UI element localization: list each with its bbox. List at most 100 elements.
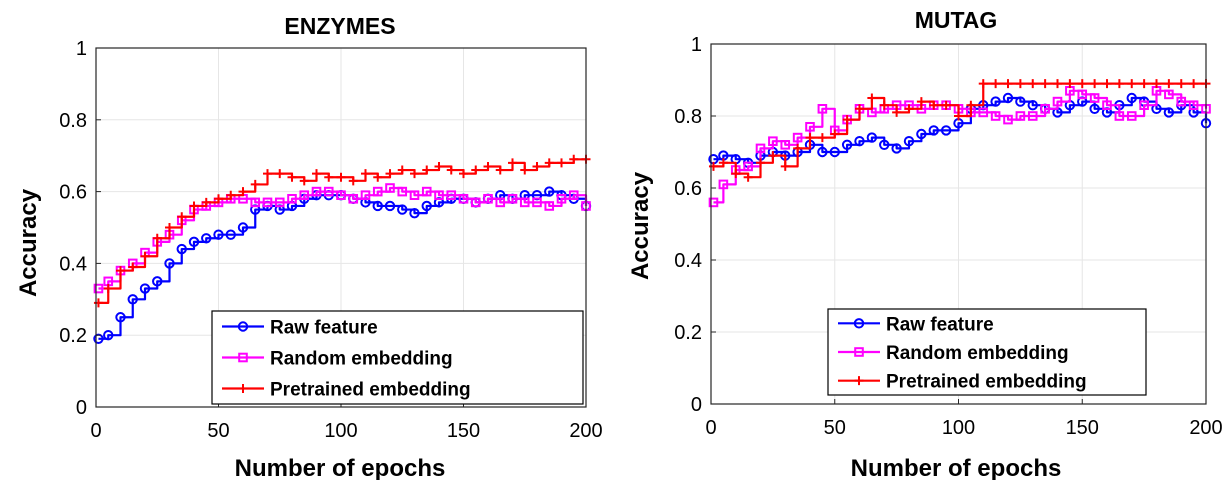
data-point: [446, 165, 456, 175]
data-point: [177, 212, 187, 222]
data-point: [139, 283, 151, 294]
data-point: [557, 158, 566, 168]
data-point: [237, 222, 249, 233]
data-point: [867, 93, 877, 103]
data-point: [336, 172, 346, 182]
legend-marker: [238, 352, 248, 363]
y-tick-label: 0.6: [674, 178, 702, 200]
y-tick-label: 0.4: [674, 250, 702, 272]
data-point: [1114, 111, 1125, 121]
data-point: [940, 125, 952, 136]
series-line: [713, 89, 1208, 204]
chart-title: MUTAG: [915, 7, 998, 33]
data-point: [805, 122, 815, 132]
data-point: [140, 251, 150, 261]
x-tick-label: 50: [824, 417, 846, 439]
data-point: [312, 169, 321, 179]
x-axis-label: Number of epochs: [235, 455, 446, 480]
legend-label: Pretrained embedding: [270, 380, 471, 401]
data-point: [743, 172, 753, 182]
data-point: [990, 111, 1001, 121]
y-axis-label: Accuracy: [627, 171, 654, 280]
data-point: [152, 233, 162, 243]
data-point: [103, 284, 113, 294]
data-point: [1114, 79, 1124, 89]
data-point: [929, 100, 939, 110]
data-point: [1126, 111, 1137, 121]
data-point: [176, 243, 187, 255]
data-point: [755, 143, 766, 154]
data-point: [361, 169, 370, 179]
data-point: [128, 262, 138, 272]
data-point: [458, 193, 469, 204]
data-point: [483, 193, 493, 204]
y-tick-label: 0.4: [59, 253, 87, 275]
series-pretrained-embedding: [93, 154, 591, 308]
data-point: [201, 197, 211, 207]
data-point: [1028, 79, 1038, 89]
data-point: [226, 190, 236, 200]
data-point: [1090, 79, 1100, 89]
data-point: [978, 107, 989, 118]
data-point: [941, 100, 951, 110]
data-point: [1003, 79, 1013, 89]
data-point: [1163, 107, 1175, 118]
x-tick-label: 0: [90, 420, 101, 442]
data-point: [780, 140, 791, 150]
legend: Raw feature Random embedding Pretrained em…: [827, 308, 1147, 396]
data-point: [262, 197, 273, 208]
data-point: [1040, 79, 1050, 89]
data-point: [470, 197, 481, 208]
data-point: [532, 197, 542, 208]
y-tick-label: 0.8: [674, 106, 702, 128]
data-point: [1176, 96, 1187, 107]
data-point: [495, 165, 505, 175]
data-point: [250, 197, 261, 208]
data-point: [93, 333, 104, 344]
data-point: [718, 158, 728, 168]
data-point: [1027, 100, 1038, 111]
data-point: [373, 172, 383, 182]
data-point: [299, 190, 310, 200]
data-point: [768, 136, 778, 146]
data-point: [817, 104, 828, 114]
legend-box: [827, 308, 1147, 396]
y-tick-label: 0.6: [59, 182, 87, 204]
data-point: [372, 186, 383, 197]
data-point: [274, 197, 285, 208]
data-point: [544, 158, 554, 168]
data-point: [1139, 79, 1149, 89]
data-point: [397, 204, 408, 215]
chart-enzymes: ENZYMES Number of epochs Accuracy 0 50 100…: [15, 13, 603, 480]
y-tick-label: 0.2: [674, 322, 702, 344]
data-point: [507, 193, 518, 204]
data-point: [544, 201, 555, 211]
data-point: [165, 223, 174, 232]
data-point: [966, 100, 976, 110]
data-point: [879, 139, 890, 151]
data-point: [495, 197, 506, 208]
data-point: [892, 107, 902, 117]
data-point: [213, 229, 224, 240]
data-point: [287, 172, 297, 182]
data-point: [990, 96, 1001, 107]
data-point: [372, 200, 383, 212]
data-point: [446, 190, 457, 200]
data-point: [793, 143, 803, 153]
legend-box: [211, 310, 584, 405]
data-point: [1189, 79, 1199, 89]
x-tick-label: 100: [942, 417, 975, 439]
legend-label: Pretrained embedding: [886, 372, 1087, 393]
data-point: [410, 169, 419, 179]
y-tick-label: 0: [76, 397, 87, 419]
data-point: [434, 161, 444, 171]
x-tick-label: 50: [207, 420, 229, 442]
data-point: [928, 125, 939, 136]
data-point: [1126, 92, 1137, 104]
data-point: [756, 158, 765, 168]
data-point: [164, 258, 175, 269]
data-point: [842, 115, 852, 125]
data-point: [731, 169, 741, 179]
data-point: [459, 169, 468, 179]
data-point: [311, 186, 322, 197]
